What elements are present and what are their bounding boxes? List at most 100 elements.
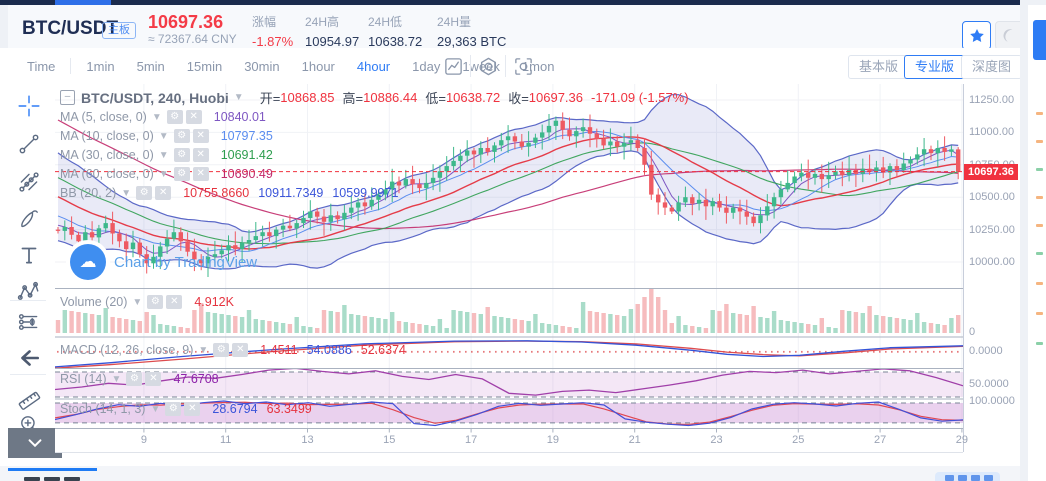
indicator-close-button[interactable]: ✕	[166, 295, 183, 309]
sub-axis-label: 0.0000	[969, 345, 1003, 357]
time-axis-label: 27	[873, 434, 887, 446]
board-badge: 主板	[102, 22, 136, 39]
price-axis-label: 10000.00	[969, 256, 1015, 268]
indicator-settings-button[interactable]: ⚙	[173, 167, 190, 181]
indicator-value: 10691.42	[220, 148, 273, 162]
view-button-pro[interactable]: 专业版	[904, 55, 966, 79]
header-stat: 24H低 10638.72	[368, 15, 423, 49]
indicator-value: 63.3499	[266, 402, 312, 416]
chart-style-icon[interactable]	[436, 55, 470, 77]
indicator-close-button[interactable]: ✕	[185, 110, 202, 124]
chart-title: BTC/USDT, 240, Huobi	[81, 89, 229, 106]
chevron-down-icon: ▼	[132, 296, 143, 308]
interval-1min[interactable]: 1min	[86, 58, 115, 74]
price-axis-label: 10500.00	[969, 191, 1015, 204]
indicator-close-button[interactable]: ✕	[184, 402, 201, 416]
indicator-legend: MA (60, close, 0) ▼ ⚙ ✕ 10690.49	[60, 167, 273, 181]
indicator-legend: RSI (14) ▼ ⚙ ✕ 47.6708	[60, 372, 219, 386]
open-label: 开=	[259, 91, 281, 106]
indicator-settings-button[interactable]: ⚙	[173, 148, 190, 162]
price-axis-label: 10250.00	[969, 223, 1015, 236]
indicator-settings-button[interactable]: ⚙	[136, 186, 153, 200]
low-label: 低=	[425, 91, 446, 106]
indicator-value: 10911.7349	[258, 186, 324, 200]
adjacent-text-fragment	[1036, 224, 1043, 227]
indicator-legend: Volume (20) ▼ ⚙ ✕ 4.912K	[60, 295, 234, 309]
indicators-icon[interactable]	[470, 55, 505, 77]
indicator-value: 10797.35	[220, 129, 273, 143]
chevron-down-icon: ▼	[158, 130, 169, 142]
low-value: 10638.72	[445, 90, 501, 105]
interval-15min[interactable]: 15min	[186, 58, 223, 74]
indicator-settings-button[interactable]: ⚙	[166, 110, 183, 124]
top-accent-segment	[55, 0, 111, 5]
chart-area[interactable]	[55, 84, 963, 453]
indicator-legend: MA (30, close, 0) ▼ ⚙ ✕ 10691.42	[60, 148, 273, 162]
indicator-value: 1.4511	[260, 343, 298, 357]
indicator-close-button[interactable]: ✕	[192, 129, 209, 143]
indicator-close-button[interactable]: ✕	[192, 167, 209, 181]
xabcd-pattern-tool[interactable]	[17, 280, 41, 304]
crosshair-tool[interactable]	[17, 94, 41, 118]
collapse-toolbar-button[interactable]	[8, 428, 62, 458]
interval-5min[interactable]: 5min	[136, 58, 165, 74]
indicator-settings-button[interactable]: ⚙	[213, 343, 230, 357]
favorite-button[interactable]	[962, 21, 991, 50]
time-axis-label: 11	[219, 434, 232, 446]
chevron-down-icon: ▼	[150, 403, 161, 415]
indicator-close-button[interactable]: ✕	[192, 148, 209, 162]
view-button-depth[interactable]: 深度图	[961, 55, 1023, 79]
indicator-value: 52.6374	[360, 343, 406, 357]
adjacent-text-fragment	[1036, 168, 1043, 171]
gann-fan-tool[interactable]	[17, 170, 41, 194]
change-value: -171.09 (-1.57%)	[591, 90, 689, 105]
arrow-left-tool[interactable]	[17, 346, 41, 370]
candlestick-chart[interactable]	[55, 84, 963, 452]
adjacent-text-fragment	[1036, 196, 1043, 199]
indicator-close-button[interactable]: ✕	[232, 343, 249, 357]
indicator-close-button[interactable]: ✕	[155, 186, 172, 200]
approx-cny: ≈ 72367.64 CNY	[148, 32, 237, 46]
price-axis[interactable]	[963, 84, 1021, 452]
interval-time[interactable]: Time	[27, 58, 56, 74]
clipped-button-fragment[interactable]	[935, 472, 1000, 481]
screenshot-icon[interactable]	[505, 55, 540, 77]
indicator-settings-button[interactable]: ⚙	[173, 129, 190, 143]
forecast-tool[interactable]	[17, 310, 41, 334]
adjacent-text-fragment	[1036, 252, 1043, 255]
header-stat: 24H量 29,363 BTC	[437, 15, 507, 49]
high-label: 高=	[342, 91, 364, 106]
brush-tool[interactable]	[17, 207, 41, 231]
time-axis-label: 15	[383, 434, 396, 446]
indicator-settings-button[interactable]: ⚙	[147, 295, 164, 309]
text-tool[interactable]	[17, 243, 41, 267]
open-value: 10868.85	[280, 90, 335, 105]
last-price-tag: 10697.36	[964, 164, 1018, 180]
legend-collapse-icon[interactable]: –	[60, 90, 75, 105]
trend-line-tool[interactable]	[17, 132, 41, 156]
price-axis-label: 11000.00	[969, 126, 1015, 139]
indicator-settings-button[interactable]: ⚙	[165, 402, 182, 416]
adjacent-text-fragment	[1036, 112, 1043, 115]
chevron-down-icon	[28, 439, 42, 448]
adjacent-text-fragment	[1036, 282, 1043, 285]
adjacent-text-fragment	[1036, 312, 1043, 315]
interval-1hour[interactable]: 1hour	[301, 58, 335, 74]
header: BTC/USDT 主板 10697.36 ≈ 72367.64 CNY 涨幅 -1…	[0, 5, 1046, 50]
adjacent-text-fragment	[1036, 140, 1043, 143]
time-axis-label: 23	[710, 434, 723, 446]
time-axis-label: 21	[628, 434, 641, 446]
interval-30min[interactable]: 30min	[244, 58, 280, 74]
ruler-tool[interactable]	[17, 386, 41, 410]
adjacent-text-fragment	[1036, 342, 1043, 345]
indicator-close-button[interactable]: ✕	[145, 372, 162, 386]
adjacent-panel-blue-fragment	[1033, 20, 1046, 60]
clipped-text-fragment	[24, 477, 40, 481]
indicator-legend: Stoch (14, 1, 3) ▼ ⚙ ✕ 28.6794 63.3499	[60, 402, 312, 416]
interval-4hour[interactable]: 4hour	[356, 58, 391, 74]
indicator-settings-button[interactable]: ⚙	[126, 372, 143, 386]
sub-axis-label: 50.0000	[969, 378, 1009, 390]
interval-1day[interactable]: 1day	[412, 58, 441, 74]
view-button-basic[interactable]: 基本版	[848, 55, 910, 79]
chevron-down-icon[interactable]: ▼	[233, 92, 244, 103]
